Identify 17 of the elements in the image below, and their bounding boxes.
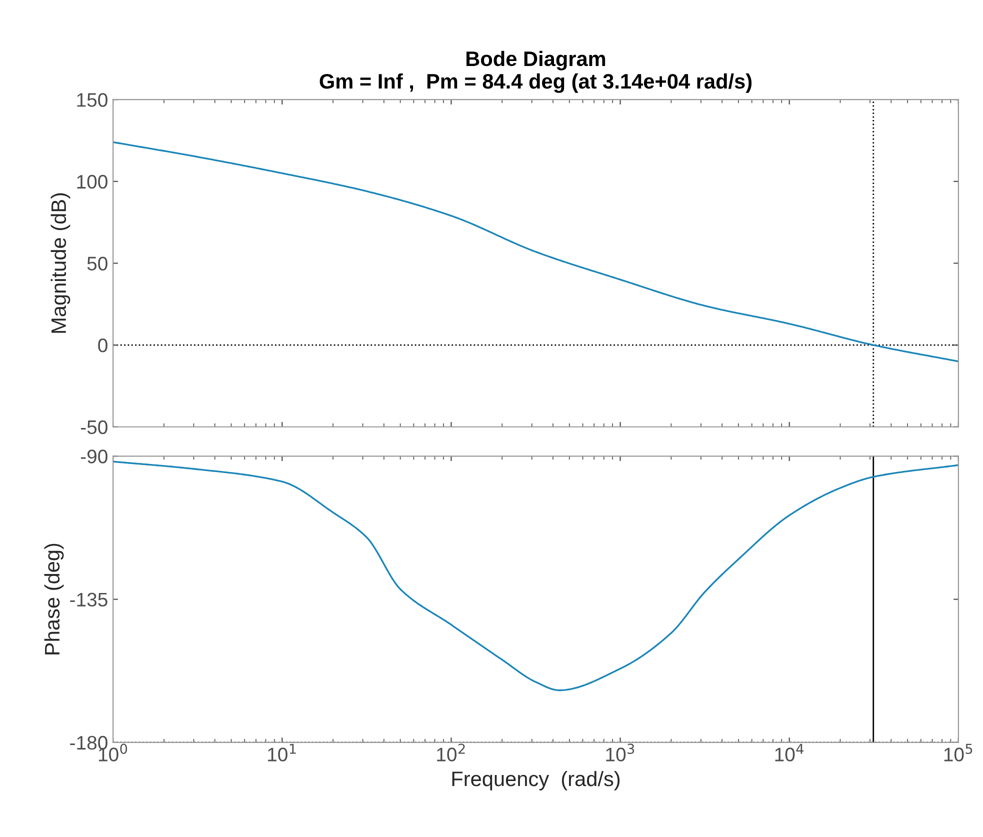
y-tick-label: 0 — [98, 338, 108, 352]
y-tick-label: -90 — [80, 450, 108, 464]
chart-subtitle: Gm = Inf , Pm = 84.4 deg (at 3.14e+04 rad/s) — [320, 73, 752, 93]
x-tick-label: 10$^{1}$ — [268, 744, 296, 762]
x-tick-label: 10$^{4}$ — [775, 744, 804, 762]
y-tick-label: 50 — [87, 256, 108, 270]
x-tick-label: 10$^{5}$ — [944, 744, 972, 762]
y-tick-label: -50 — [80, 420, 108, 434]
y-axis-title: Magnitude (dB) — [50, 193, 70, 333]
x-tick-label: 10$^{3}$ — [606, 744, 634, 762]
y-axis-title: Phase (deg) — [44, 544, 64, 654]
y-tick-label: 100 — [77, 174, 108, 189]
chart-title: Bode Diagram — [466, 50, 606, 70]
x-tick-label: 10$^{2}$ — [437, 744, 465, 762]
y-tick-label: -135 — [70, 592, 108, 607]
x-axis-title: Frequency (rad/s) — [452, 770, 620, 790]
y-tick-label: 150 — [77, 93, 108, 107]
